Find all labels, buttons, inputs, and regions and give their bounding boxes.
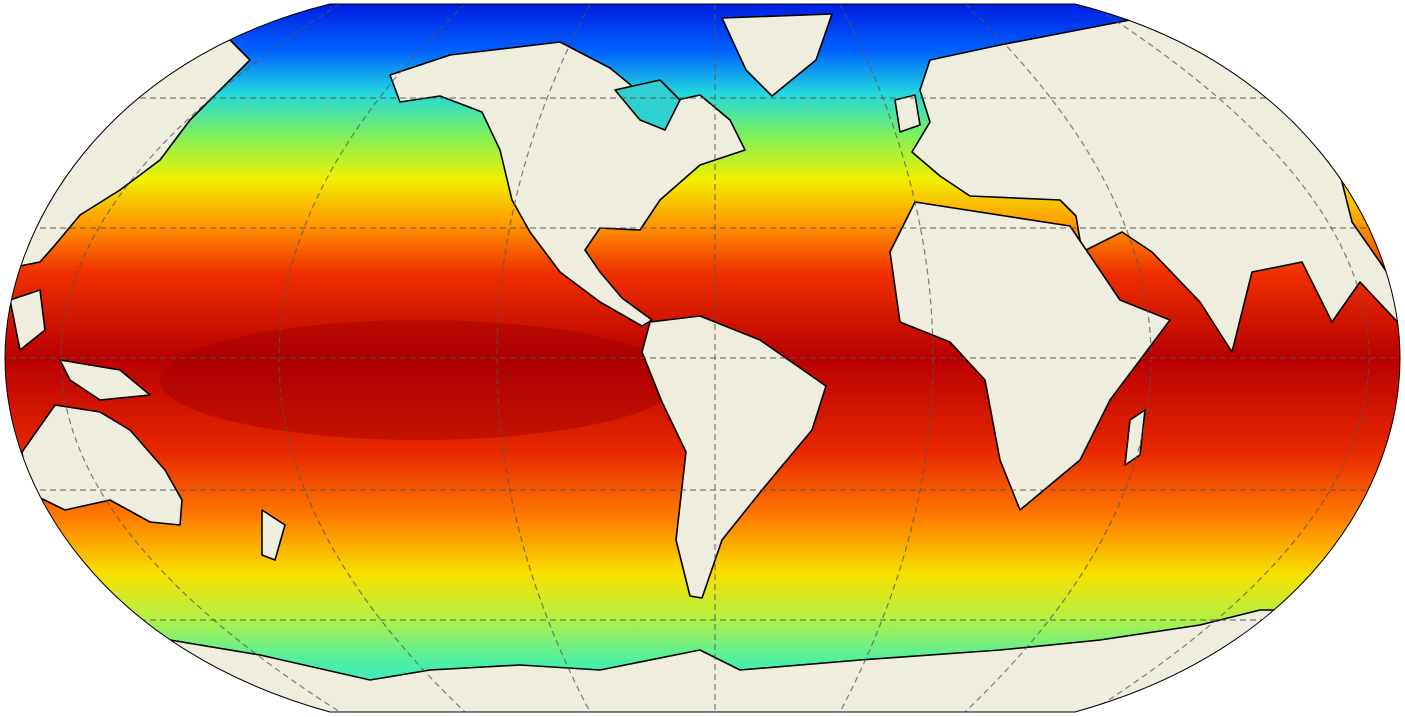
greenland [721, 13, 833, 97]
antarctica [5, 609, 1400, 712]
hudson-bay [614, 79, 681, 131]
meridian [278, 4, 466, 712]
africa [889, 201, 1171, 511]
new-zealand [261, 509, 286, 561]
britain [894, 94, 921, 133]
graticule [5, 4, 1400, 712]
warm-pool [160, 320, 680, 440]
meridian [496, 4, 591, 712]
islands-west [9, 289, 151, 401]
australia [21, 404, 183, 526]
south-america [641, 315, 827, 599]
meridian [839, 4, 934, 712]
meridian [964, 4, 1152, 712]
meridian [1089, 4, 1370, 712]
meridian [60, 4, 341, 712]
madagascar [1124, 409, 1146, 466]
